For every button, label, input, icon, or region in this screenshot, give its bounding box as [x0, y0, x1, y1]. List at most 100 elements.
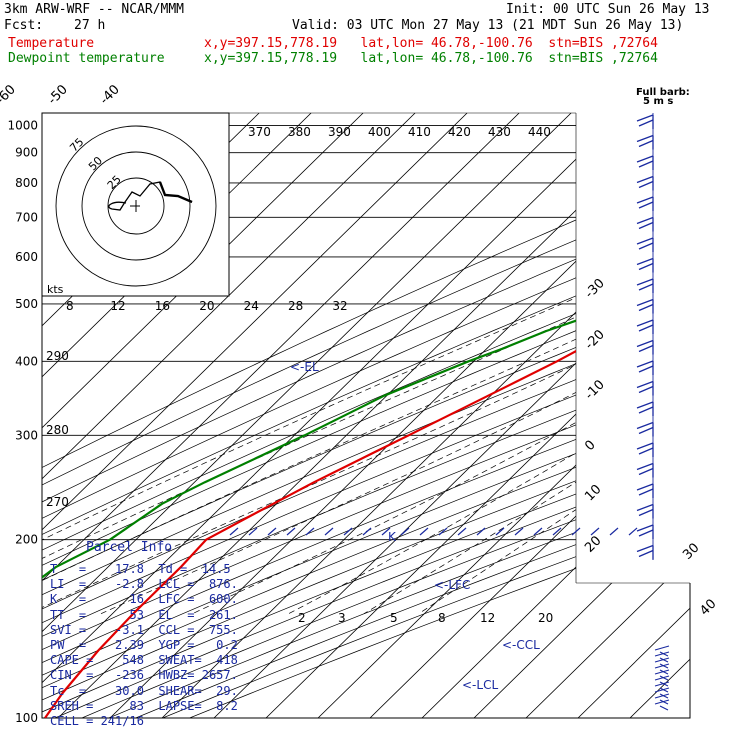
- hodograph-ring: [107, 177, 165, 235]
- isotherm-line: [42, 113, 468, 718]
- wind-barb-row: [419, 527, 429, 536]
- theta-label: 290: [46, 349, 69, 363]
- parcel-info-row: TT = 53 EL = 261.: [50, 607, 238, 622]
- dewpoint-location: x,y=397.15,778.19 lat,lon= 46.78,-100.76…: [204, 51, 658, 66]
- isotherm-line: [42, 113, 572, 718]
- isotherm-line: [369, 113, 690, 718]
- dewpoint-profile: [42, 129, 690, 718]
- hodograph-center: [130, 200, 140, 212]
- pressure-tick-label: 700: [15, 210, 38, 224]
- dry-adiabat: [42, 113, 690, 718]
- isotherm-line: [629, 113, 690, 718]
- pressure-tick-label: 900: [15, 146, 38, 160]
- dry-adiabat: [42, 113, 690, 718]
- wind-barb: [638, 139, 654, 148]
- hodograph-speed-label: 8: [66, 299, 74, 313]
- wind-barb: [638, 180, 654, 189]
- pressure-tick-label: 100: [15, 711, 38, 725]
- parcel-info-row: CIN = -236 HWBZ= 2657.: [50, 668, 238, 683]
- isotherm-line: [213, 113, 690, 718]
- parcel-info-row: CAPE = 548 SWEAT= 418: [50, 653, 238, 668]
- isotherm-label: -40: [97, 82, 123, 108]
- theta-label: 280: [46, 423, 69, 437]
- dry-adiabat: [42, 113, 690, 718]
- wind-barb: [636, 257, 654, 266]
- moist-adiabat: [288, 113, 690, 615]
- wind-barb: [638, 324, 654, 332]
- isotherm-label: 30: [680, 541, 702, 563]
- wind-barb: [636, 421, 654, 430]
- wind-barb-row: [457, 527, 467, 536]
- mixing-ratio-label: 2: [298, 611, 306, 625]
- theta-e-label: 420: [448, 125, 471, 139]
- isotherm-line: [42, 113, 624, 718]
- hodograph-trace: [108, 181, 193, 211]
- wind-barb: [638, 549, 654, 558]
- theta-e-label: 410: [408, 125, 431, 139]
- dry-adiabat: [42, 113, 690, 718]
- dry-adiabat: [42, 113, 690, 718]
- isotherm-line: [42, 113, 416, 718]
- wind-barb-row: [628, 527, 638, 536]
- wind-barb: [636, 134, 654, 143]
- pressure-tick-label: 400: [15, 354, 38, 368]
- wind-barb-row: [248, 527, 258, 536]
- wind-barb: [638, 119, 654, 127]
- wind-barb: [636, 360, 654, 368]
- theta-e-label: 380: [288, 125, 311, 139]
- wind-barb: [638, 467, 654, 476]
- hodograph-speed-label: 32: [332, 299, 347, 313]
- isotherm-line: [473, 113, 690, 718]
- wind-barb: [636, 155, 654, 163]
- parcel-info-row: CELL = 241/16: [50, 714, 144, 728]
- wind-barb-row: [305, 527, 315, 536]
- isotherm-line: [525, 113, 690, 718]
- wind-barb-row: [381, 527, 391, 536]
- init-time: Init: 00 UTC Sun 26 May 13: [506, 2, 710, 17]
- hodograph-unit-label: kts: [47, 283, 64, 296]
- wind-barb-row: [267, 527, 277, 536]
- isotherm-line: [317, 113, 690, 718]
- hodograph-ring: [55, 125, 217, 287]
- wind-barb: [638, 365, 654, 373]
- isotherm-label: -20: [582, 327, 608, 353]
- wind-barb-row: [229, 527, 239, 536]
- wind-barb: [638, 406, 654, 414]
- wind-barb: [638, 385, 654, 394]
- wind-barb-row: [400, 527, 410, 536]
- hodograph-speed-label: 12: [110, 299, 125, 313]
- theta-e-label: 370: [248, 125, 271, 139]
- temperature-legend-label: Temperature: [8, 36, 95, 51]
- wind-barb: [636, 319, 654, 327]
- pressure-tick-label: 300: [15, 428, 38, 442]
- dry-adiabat: [42, 113, 690, 718]
- wind-barb: [638, 344, 654, 353]
- mixing-ratio-label: 12: [480, 611, 495, 625]
- wind-barb: [638, 160, 654, 168]
- mixing-ratio-label: 8: [438, 611, 446, 625]
- isotherm-line: [42, 113, 364, 718]
- dry-adiabat: [42, 113, 690, 718]
- wind-barb-low: [654, 699, 670, 711]
- mixing-ratio-label: 3: [338, 611, 346, 625]
- wind-barb: [638, 221, 654, 230]
- mixing-ratio-line: [737, 113, 740, 257]
- parcel-info-row: SREH = 83 LAPSE= 8.2: [50, 698, 238, 713]
- forecast-hours: 27 h: [74, 18, 106, 33]
- isotherm-line: [421, 113, 690, 718]
- parcel-info-row: SVI = -3.1 CCL = 755.: [50, 622, 238, 637]
- wind-barb-row: [286, 527, 296, 536]
- temperature-location: x,y=397.15,778.19 lat,lon= 46.78,-100.76…: [204, 36, 658, 51]
- wind-barb: [636, 503, 654, 512]
- wind-barb: [636, 278, 654, 286]
- wind-barb: [638, 508, 654, 517]
- pressure-tick-label: 200: [15, 533, 38, 547]
- wind-barb-row: [552, 527, 562, 536]
- lcl-marker: <-LCL: [462, 678, 498, 692]
- wind-barb: [638, 303, 654, 312]
- dry-adiabat: [42, 113, 690, 718]
- wind-barb: [638, 283, 654, 291]
- dewpoint-legend-label: Dewpoint temperature: [8, 51, 165, 66]
- isotherm-line: [42, 113, 520, 718]
